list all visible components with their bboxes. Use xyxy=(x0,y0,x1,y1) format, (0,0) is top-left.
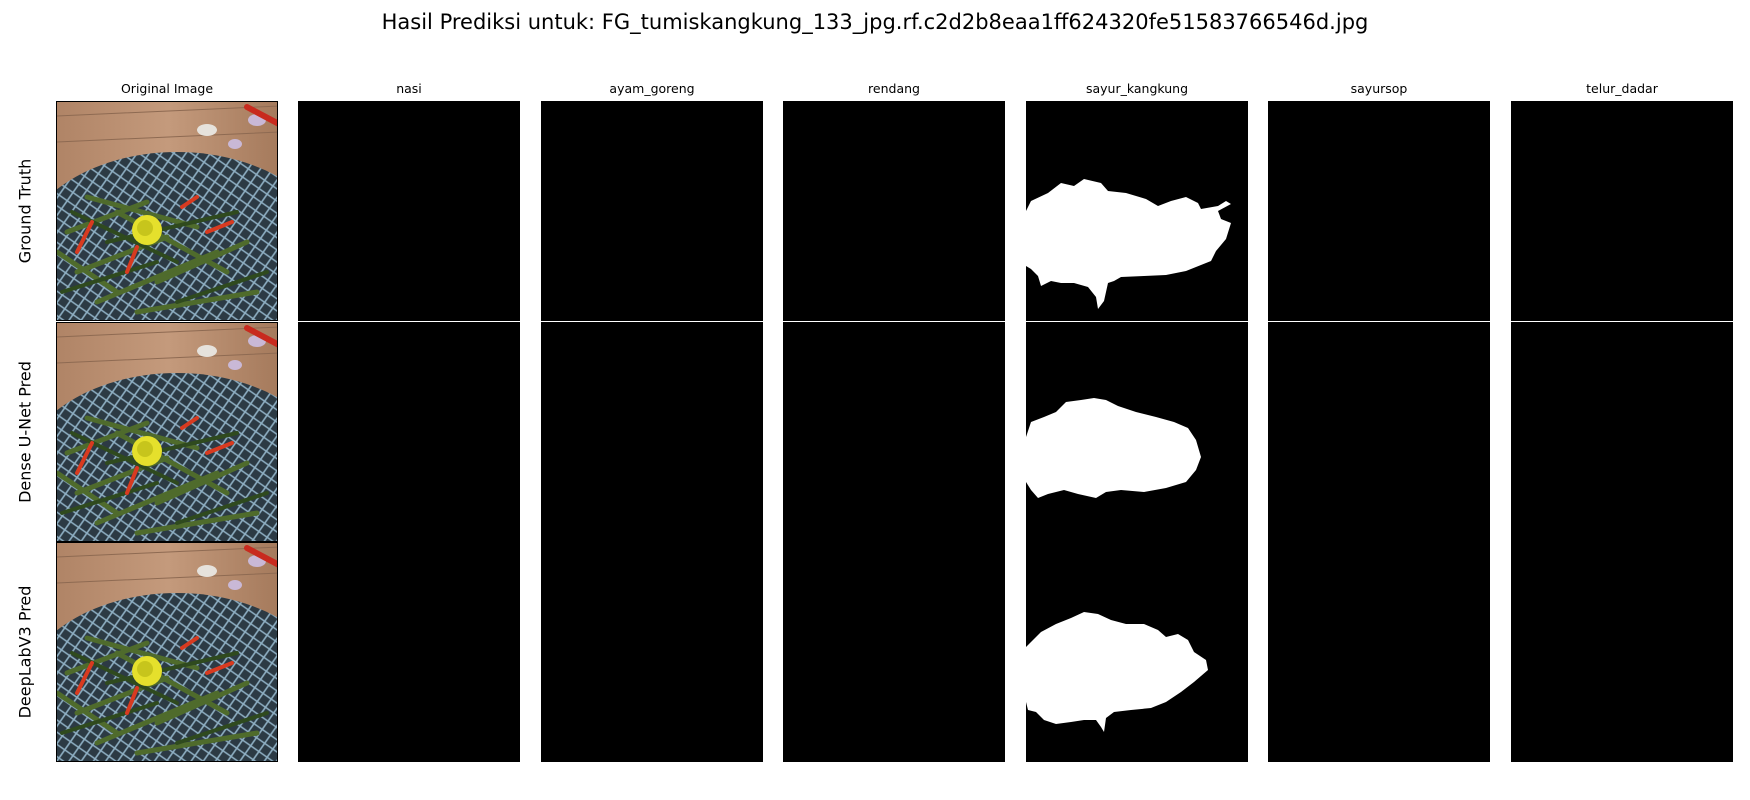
column-title-rendang: rendang xyxy=(868,81,920,96)
column-title-ayam-goreng: ayam_goreng xyxy=(609,81,695,96)
column-title-telur-dadar: telur_dadar xyxy=(1586,81,1658,96)
mask-panel-ayam-goreng xyxy=(541,101,763,321)
mask-panel-ayam-goreng xyxy=(541,322,763,542)
mask-panel-rendang xyxy=(783,542,1005,762)
column-title-original-image: Original Image xyxy=(120,81,214,96)
mask-panel-sayursop xyxy=(1268,101,1490,321)
original-image-panel xyxy=(56,542,278,762)
row-label-text: Dense U-Net Pred xyxy=(15,361,35,503)
mask-panel-telur-dadar xyxy=(1511,101,1733,321)
mask-panel-sayursop xyxy=(1268,542,1490,762)
food-photo xyxy=(57,102,278,321)
row-label-text: DeepLabV3 Pred xyxy=(15,585,35,719)
column-title-nasi: nasi xyxy=(396,81,422,96)
mask-panel-sayur-kangkung xyxy=(1026,101,1248,321)
mask-panel-nasi xyxy=(298,322,520,542)
mask-panel-sayur-kangkung xyxy=(1026,542,1248,762)
figure-title: Hasil Prediksi untuk: FG_tumiskangkung_1… xyxy=(381,10,1369,34)
segmentation-mask xyxy=(1026,612,1208,732)
mask-panel-sayursop xyxy=(1268,322,1490,542)
original-image-panel xyxy=(56,322,278,542)
column-title-sayursop: sayursop xyxy=(1350,81,1408,96)
food-photo xyxy=(57,543,278,762)
mask-panel-nasi xyxy=(298,542,520,762)
mask-panel-ayam-goreng xyxy=(541,542,763,762)
mask-panel-nasi xyxy=(298,101,520,321)
food-photo xyxy=(57,323,278,542)
mask-panel-telur-dadar xyxy=(1511,322,1733,542)
mask-panel-rendang xyxy=(783,101,1005,321)
row-label-text: Ground Truth xyxy=(15,158,35,264)
segmentation-mask xyxy=(1026,398,1201,498)
original-image-panel xyxy=(56,101,278,321)
mask-panel-rendang xyxy=(783,322,1005,542)
mask-panel-sayur-kangkung xyxy=(1026,322,1248,542)
segmentation-mask xyxy=(1026,179,1231,309)
mask-panel-telur-dadar xyxy=(1511,542,1733,762)
column-title-sayur-kangkung: sayur_kangkung xyxy=(1085,81,1189,96)
